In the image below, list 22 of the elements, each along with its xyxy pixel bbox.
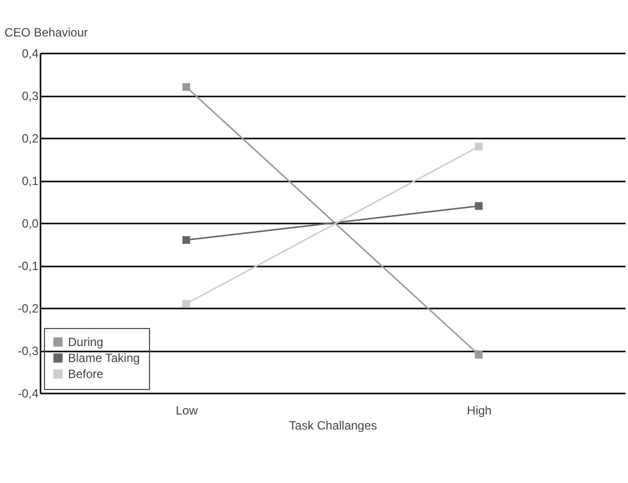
point xyxy=(474,350,483,359)
y-tick-label: -0,3 xyxy=(18,344,39,358)
x-axis-title: Task Challanges xyxy=(288,418,378,432)
point xyxy=(182,300,190,308)
point xyxy=(182,83,190,91)
y-tick-label: -0,1 xyxy=(18,259,39,273)
point xyxy=(474,202,483,210)
legend-label: During xyxy=(68,335,104,349)
y-tick-label: -0,2 xyxy=(18,302,39,316)
x-tick-label: Low xyxy=(176,404,198,418)
y-axis-title: CEO Behaviour xyxy=(4,26,88,40)
y-tick-label: -0,4 xyxy=(18,386,39,400)
y-tick-label: 0,1 xyxy=(22,174,39,188)
y-tick-label: 0,3 xyxy=(22,89,39,103)
point xyxy=(182,236,190,244)
x-tick-label: High xyxy=(466,404,492,418)
legend-label: Blame Taking xyxy=(68,351,140,365)
y-tick-label: 0,4 xyxy=(22,46,39,60)
y-tick-label: 0,2 xyxy=(22,132,39,146)
point xyxy=(474,142,483,150)
legend-label: Before xyxy=(68,367,104,381)
y-tick-label: 0,0 xyxy=(22,216,39,230)
